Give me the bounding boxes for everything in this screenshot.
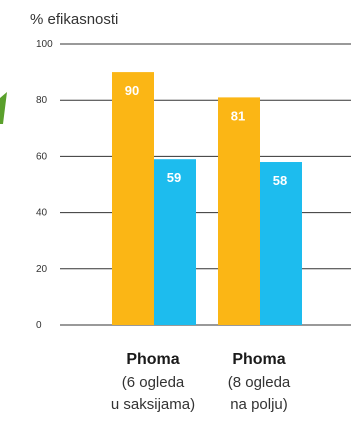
category-label-line2: na polju)	[230, 396, 288, 413]
category-label-line1: (6 ogleda	[122, 374, 185, 391]
category-label-title: Phoma	[232, 351, 285, 368]
bar-value-label: 59	[167, 170, 181, 185]
category-label-line1: (8 ogleda	[228, 374, 291, 391]
y-tick-label: 60	[36, 151, 48, 162]
y-tick-label: 40	[36, 208, 48, 219]
bar-value-label: 90	[125, 83, 139, 98]
y-axis-title: % efikasnosti	[30, 11, 118, 28]
bar-value-label: 58	[273, 173, 287, 188]
bar-1-2	[154, 159, 196, 325]
bar-value-label: 81	[231, 108, 245, 123]
bar-1-1	[112, 72, 154, 325]
y-tick-label: 20	[36, 264, 48, 275]
bar-2-2	[260, 162, 302, 325]
category-label-title: Phoma	[126, 351, 179, 368]
y-tick-label: 0	[36, 320, 42, 331]
grid-layer: 0 20 40 60 80 100	[36, 39, 351, 331]
category-labels: Phoma (6 ogleda u saksijama) Phoma (8 ogleda…	[111, 351, 291, 413]
category-label-line2: u saksijama)	[111, 396, 195, 413]
bars-layer: 90 59 81 58	[112, 72, 302, 325]
green-accent-shape	[0, 92, 7, 124]
y-tick-label: 100	[36, 39, 53, 50]
bar-2-1	[218, 97, 260, 325]
y-tick-label: 80	[36, 95, 48, 106]
